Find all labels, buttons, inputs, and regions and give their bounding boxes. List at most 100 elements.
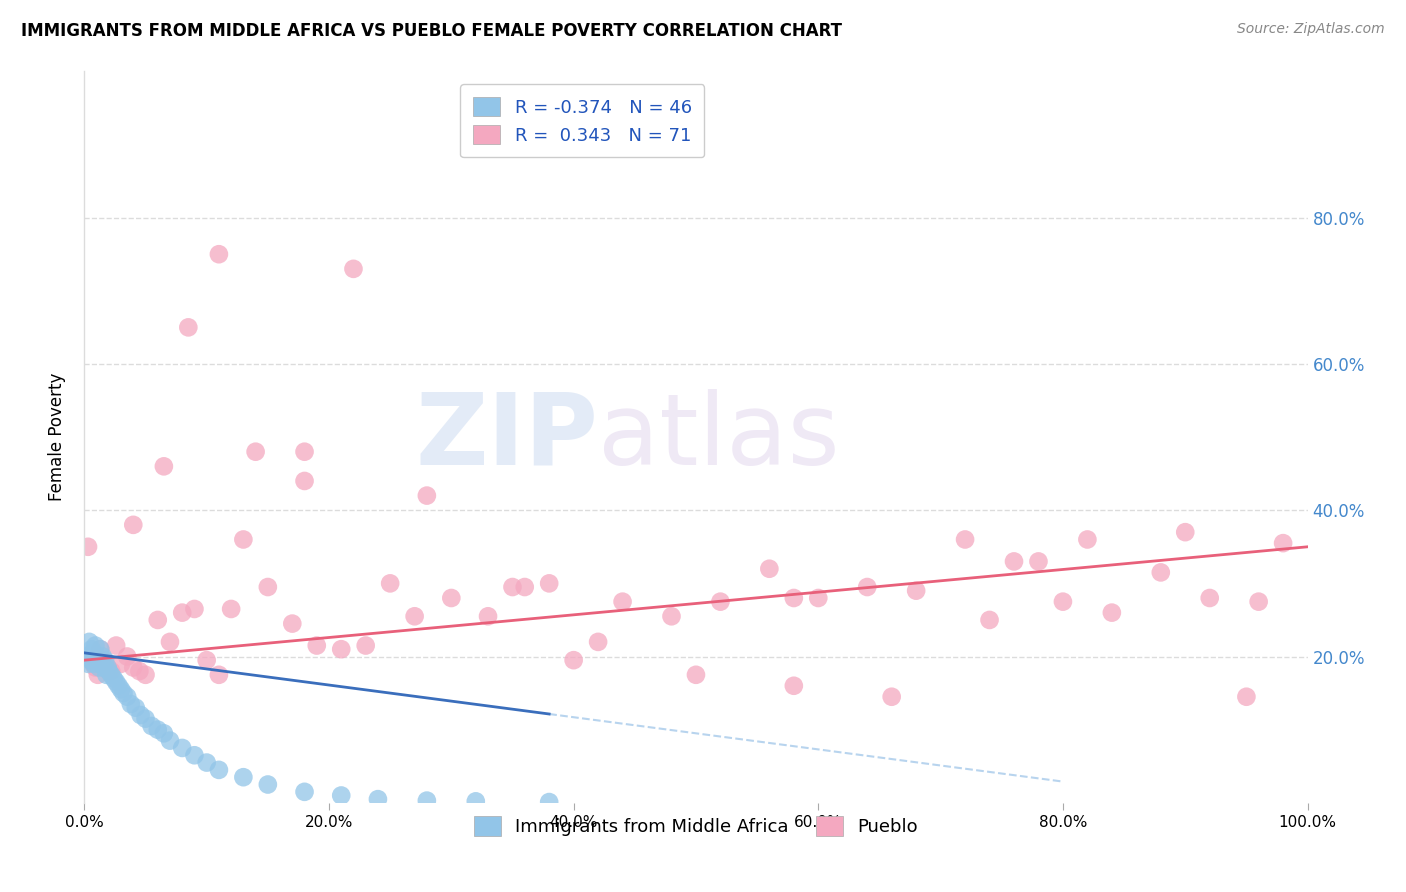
Point bbox=[1150, 566, 1173, 580]
Point bbox=[257, 778, 280, 792]
Point bbox=[232, 770, 254, 784]
Point bbox=[141, 719, 163, 733]
Point bbox=[979, 613, 1001, 627]
Point bbox=[807, 591, 830, 605]
Point bbox=[84, 639, 107, 653]
Point bbox=[783, 591, 806, 605]
Point bbox=[257, 580, 280, 594]
Point bbox=[100, 667, 122, 681]
Point bbox=[404, 609, 426, 624]
Point bbox=[89, 642, 111, 657]
Point bbox=[758, 562, 780, 576]
Point bbox=[538, 795, 561, 809]
Point bbox=[1076, 533, 1098, 547]
Point bbox=[125, 700, 148, 714]
Point bbox=[1247, 594, 1270, 608]
Point bbox=[330, 642, 353, 657]
Point bbox=[661, 609, 683, 624]
Point bbox=[115, 649, 138, 664]
Point bbox=[86, 649, 108, 664]
Point bbox=[115, 690, 138, 704]
Point bbox=[416, 794, 439, 808]
Point bbox=[538, 576, 561, 591]
Point bbox=[177, 320, 200, 334]
Point bbox=[1028, 554, 1050, 568]
Point bbox=[1174, 525, 1197, 540]
Point bbox=[330, 789, 353, 803]
Point bbox=[513, 580, 536, 594]
Point bbox=[90, 657, 112, 671]
Point bbox=[905, 583, 928, 598]
Point bbox=[208, 667, 231, 681]
Y-axis label: Female Poverty: Female Poverty bbox=[48, 373, 66, 501]
Point bbox=[172, 740, 194, 755]
Point bbox=[77, 635, 100, 649]
Point bbox=[100, 664, 122, 678]
Point bbox=[477, 609, 499, 624]
Point bbox=[79, 653, 101, 667]
Point bbox=[122, 517, 145, 532]
Point bbox=[129, 708, 152, 723]
Point bbox=[83, 657, 105, 671]
Point bbox=[76, 649, 98, 664]
Point bbox=[342, 261, 364, 276]
Point bbox=[105, 675, 128, 690]
Point bbox=[305, 639, 328, 653]
Point bbox=[586, 635, 609, 649]
Point bbox=[685, 667, 707, 681]
Point bbox=[464, 794, 486, 808]
Point bbox=[110, 682, 132, 697]
Point bbox=[856, 580, 879, 594]
Point bbox=[1101, 606, 1123, 620]
Point bbox=[208, 763, 231, 777]
Point bbox=[208, 247, 231, 261]
Point bbox=[232, 533, 254, 547]
Point bbox=[135, 667, 157, 681]
Point bbox=[97, 660, 120, 674]
Point bbox=[709, 594, 731, 608]
Point bbox=[183, 748, 205, 763]
Point bbox=[87, 653, 110, 667]
Point bbox=[367, 792, 389, 806]
Point bbox=[562, 653, 585, 667]
Point bbox=[84, 660, 107, 674]
Point bbox=[1236, 690, 1258, 704]
Point bbox=[97, 664, 120, 678]
Point bbox=[97, 664, 120, 678]
Point bbox=[96, 667, 118, 681]
Point bbox=[153, 459, 176, 474]
Point bbox=[153, 726, 176, 740]
Point bbox=[146, 723, 169, 737]
Point bbox=[294, 444, 316, 458]
Point bbox=[612, 594, 634, 608]
Point bbox=[112, 686, 135, 700]
Point bbox=[416, 489, 439, 503]
Point bbox=[91, 649, 114, 664]
Point bbox=[120, 697, 142, 711]
Point bbox=[87, 660, 110, 674]
Point bbox=[82, 646, 104, 660]
Point bbox=[1052, 594, 1074, 608]
Point bbox=[77, 657, 100, 671]
Point bbox=[93, 653, 115, 667]
Point bbox=[953, 533, 976, 547]
Point bbox=[440, 591, 463, 605]
Point bbox=[159, 635, 181, 649]
Point bbox=[281, 616, 304, 631]
Point bbox=[880, 690, 903, 704]
Point bbox=[354, 639, 377, 653]
Point bbox=[110, 657, 132, 671]
Point bbox=[80, 642, 103, 657]
Point bbox=[195, 653, 218, 667]
Point bbox=[172, 606, 194, 620]
Point bbox=[77, 540, 100, 554]
Point bbox=[93, 660, 115, 674]
Point bbox=[294, 785, 316, 799]
Text: ZIP: ZIP bbox=[415, 389, 598, 485]
Point bbox=[87, 667, 110, 681]
Point bbox=[502, 580, 524, 594]
Point bbox=[79, 653, 101, 667]
Point bbox=[122, 660, 145, 674]
Point bbox=[103, 672, 125, 686]
Point bbox=[294, 474, 316, 488]
